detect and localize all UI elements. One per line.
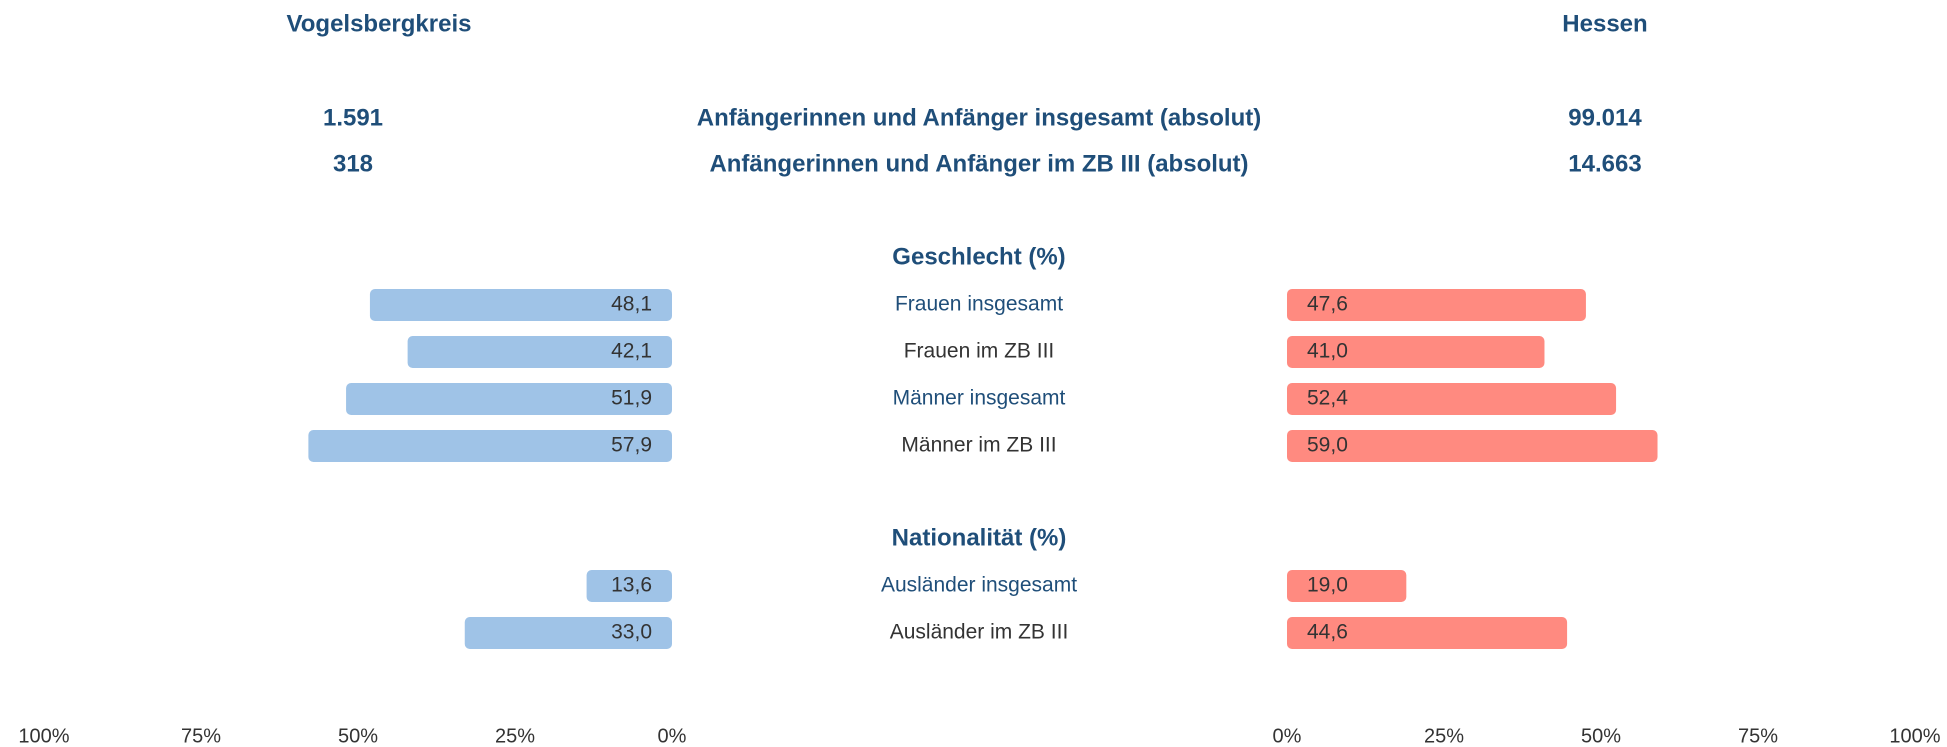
bar-right bbox=[1287, 617, 1568, 649]
x-tick-label: 0% bbox=[1273, 725, 1302, 747]
bar-left bbox=[464, 617, 672, 649]
summary-left: 318 bbox=[333, 150, 373, 177]
bar-left bbox=[308, 430, 672, 462]
x-tick-label: 25% bbox=[495, 725, 535, 747]
value-label: 33,0 bbox=[611, 621, 652, 644]
category-label: Frauen insgesamt bbox=[895, 293, 1063, 316]
summary-label: Anfängerinnen und Anfänger im ZB III (ab… bbox=[709, 150, 1248, 177]
value-label: 19,0 bbox=[1307, 574, 1348, 597]
summary-right: 14.663 bbox=[1568, 150, 1641, 177]
bar-right bbox=[1287, 570, 1407, 602]
value-label: 51,9 bbox=[611, 387, 652, 410]
x-tick-label: 100% bbox=[18, 725, 69, 747]
bar-right bbox=[1287, 430, 1658, 462]
section-title: Geschlecht (%) bbox=[892, 243, 1065, 270]
category-label: Männer insgesamt bbox=[893, 387, 1066, 410]
value-label: 41,0 bbox=[1307, 340, 1348, 363]
summary-left: 1.591 bbox=[323, 104, 383, 131]
x-tick-label: 50% bbox=[1581, 725, 1621, 747]
value-label: 42,1 bbox=[611, 340, 652, 363]
x-tick-label: 100% bbox=[1889, 725, 1940, 747]
bar-left bbox=[407, 336, 672, 368]
value-label: 48,1 bbox=[611, 293, 652, 316]
value-label: 59,0 bbox=[1307, 434, 1348, 457]
category-label: Frauen im ZB III bbox=[904, 340, 1055, 363]
summary-label: Anfängerinnen und Anfänger insgesamt (ab… bbox=[697, 104, 1261, 131]
value-label: 57,9 bbox=[611, 434, 652, 457]
bar-right bbox=[1287, 289, 1586, 321]
x-tick-label: 50% bbox=[338, 725, 378, 747]
bar-right bbox=[1287, 336, 1545, 368]
bar-left bbox=[346, 383, 672, 415]
value-label: 44,6 bbox=[1307, 621, 1348, 644]
left-title: Vogelsbergkreis bbox=[287, 10, 472, 37]
x-tick-label: 75% bbox=[1738, 725, 1778, 747]
bar-left bbox=[369, 289, 672, 321]
category-label: Ausländer insgesamt bbox=[881, 574, 1077, 597]
bar-left bbox=[586, 570, 672, 602]
value-label: 52,4 bbox=[1307, 387, 1348, 410]
value-label: 47,6 bbox=[1307, 293, 1348, 316]
right-title: Hessen bbox=[1562, 10, 1647, 37]
category-label: Ausländer im ZB III bbox=[890, 621, 1069, 644]
category-label: Männer im ZB III bbox=[901, 434, 1056, 457]
x-tick-label: 25% bbox=[1424, 725, 1464, 747]
value-label: 13,6 bbox=[611, 574, 652, 597]
x-tick-label: 0% bbox=[658, 725, 687, 747]
summary-right: 99.014 bbox=[1568, 104, 1642, 131]
section-title: Nationalität (%) bbox=[892, 524, 1067, 551]
bar-right bbox=[1287, 383, 1617, 415]
x-tick-label: 75% bbox=[181, 725, 221, 747]
